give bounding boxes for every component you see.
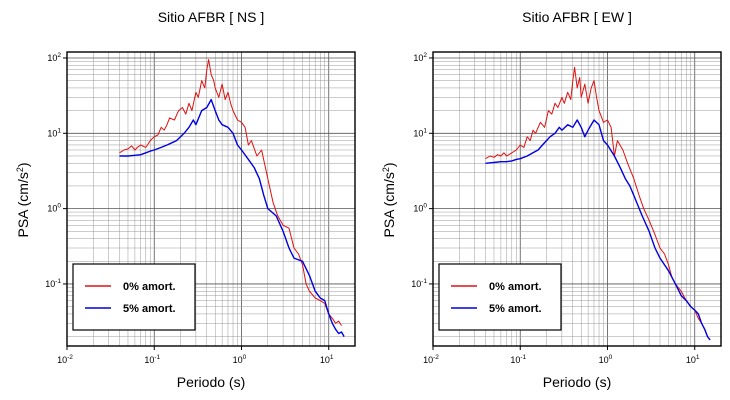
x-tick-label: 10-1 [144,354,160,365]
chart-panel-ew: Sitio AFBR [ EW ] 10-2 10-1 100 10110-11001… [381,9,722,390]
legend-label: 5% amort. [489,303,542,315]
chart-title: Sitio AFBR [ EW ] [522,9,632,25]
grid [432,52,722,346]
y-axis-label: PSA (cm/s2) [381,162,397,237]
legend-box [72,263,196,331]
y-tick-label: 10-1 [411,278,427,289]
x-tick-label: 101 [320,354,334,365]
chart-panel-ns: Sitio AFBR [ NS ] 10-2 10-1 100 10110-11001… [15,9,356,390]
y-axis-label: PSA (cm/s2) [15,162,31,237]
x-tick-label: 10-2 [57,354,73,365]
legend-label: 0% amort. [123,281,176,293]
plot-area: 10-2 10-1 100 101 10-1 100 101 102 0% amort. 5% a… [45,51,356,365]
legend-box [438,263,562,331]
plot-area: 10-2 10-1 100 101 10-1 100 101 102 0% amort. 5% a… [411,51,722,365]
y-tick-label: 102 [413,52,427,63]
series-line [119,98,345,337]
x-tick-label: 101 [686,354,700,365]
legend-label: 0% amort. [489,281,542,293]
series-line [485,119,711,341]
x-tick-label: 10-1 [510,354,526,365]
y-tick-label: 100 [413,203,427,214]
y-tick-label: 10-1 [45,278,61,289]
chart-title: Sitio AFBR [ NS ] [158,9,265,25]
plot-frame [432,51,722,347]
grid [66,52,356,346]
legend-label: 5% amort. [123,303,176,315]
legend: 0% amort. 5% amort. [438,263,562,331]
x-tick-label: 100 [233,354,247,365]
y-tick-label: 101 [413,127,427,138]
y-tick-label: 100 [47,203,61,214]
series-line [119,59,342,326]
plot-frame [66,51,356,347]
x-axis-label: Periodo (s) [177,374,245,390]
x-tick-label: 100 [599,354,613,365]
x-tick-label: 10-2 [423,354,439,365]
y-tick-label: 102 [47,52,61,63]
legend: 0% amort. 5% amort. [72,263,196,331]
y-tick-label: 101 [47,127,61,138]
x-axis-label: Periodo (s) [543,374,611,390]
